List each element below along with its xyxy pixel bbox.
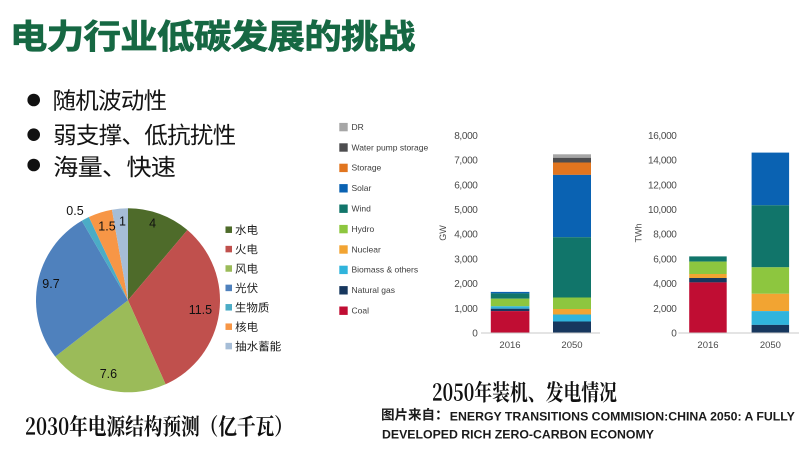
svg-text:DR: DR (352, 122, 364, 132)
svg-text:ENERGY TRANSITIONS COMMISION:C: ENERGY TRANSITIONS COMMISION:CHINA 2050:… (450, 409, 795, 423)
svg-text:Biomass & others: Biomass & others (352, 265, 419, 275)
svg-text:Hydro: Hydro (352, 224, 375, 234)
svg-text:1,000: 1,000 (454, 304, 478, 315)
svg-text:TWh: TWh (634, 224, 644, 243)
svg-text:3,000: 3,000 (454, 254, 478, 265)
svg-text:4,000: 4,000 (653, 279, 677, 290)
svg-text:2016: 2016 (697, 340, 718, 351)
svg-text:Water pump storage: Water pump storage (352, 142, 429, 152)
svg-text:GW: GW (438, 225, 448, 241)
svg-text:0: 0 (671, 329, 677, 340)
svg-text:6,000: 6,000 (454, 180, 478, 191)
svg-text:8,000: 8,000 (653, 230, 677, 241)
svg-text:11.5: 11.5 (189, 303, 212, 317)
svg-text:0.5: 0.5 (66, 204, 83, 218)
svg-text:4,000: 4,000 (454, 230, 478, 241)
svg-text:Storage: Storage (352, 163, 382, 173)
svg-text:Nuclear: Nuclear (352, 244, 381, 254)
svg-text:14,000: 14,000 (648, 156, 677, 167)
svg-text:1: 1 (119, 214, 126, 228)
svg-text:Wind: Wind (352, 204, 372, 214)
svg-text:Natural gas: Natural gas (352, 285, 395, 295)
svg-text:7,000: 7,000 (454, 156, 478, 167)
svg-text:Coal: Coal (352, 306, 370, 316)
svg-text:1.5: 1.5 (98, 219, 115, 233)
svg-text:0: 0 (472, 329, 478, 340)
svg-text:10,000: 10,000 (648, 205, 677, 216)
svg-text:9.7: 9.7 (42, 277, 59, 291)
svg-text:2,000: 2,000 (454, 279, 478, 290)
svg-text:7.6: 7.6 (100, 367, 117, 381)
svg-text:Solar: Solar (352, 183, 372, 193)
svg-text:2016: 2016 (499, 340, 520, 351)
svg-text:DEVELOPED RICH ZERO-CARBON ECO: DEVELOPED RICH ZERO-CARBON ECONOMY (382, 427, 654, 441)
svg-text:2050: 2050 (561, 340, 582, 351)
svg-text:16,000: 16,000 (648, 131, 677, 142)
svg-text:4: 4 (149, 216, 156, 230)
svg-text:6,000: 6,000 (653, 254, 677, 265)
svg-text:12,000: 12,000 (648, 180, 677, 191)
svg-text:2,000: 2,000 (653, 304, 677, 315)
svg-text:2050: 2050 (760, 340, 781, 351)
svg-text:8,000: 8,000 (454, 131, 478, 142)
svg-text:5,000: 5,000 (454, 205, 478, 216)
